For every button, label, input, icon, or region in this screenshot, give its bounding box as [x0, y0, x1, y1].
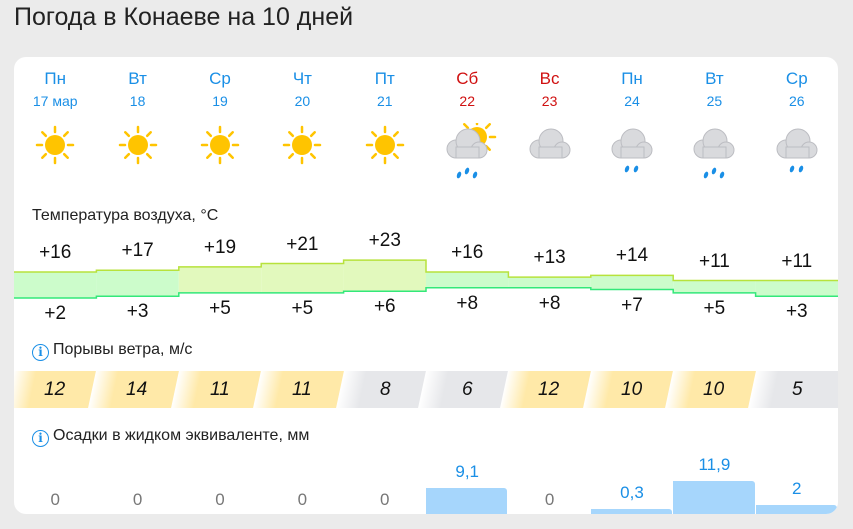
- temperature-low: +3: [785, 301, 808, 323]
- date: 18: [129, 93, 146, 109]
- precip-value: 0,3: [620, 483, 644, 503]
- day-of-week: Пт: [374, 69, 395, 88]
- sun-icon: [344, 123, 426, 193]
- temperature-high: +11: [781, 250, 813, 272]
- cloud-heavy-rain-icon: [673, 123, 755, 193]
- info-icon[interactable]: i: [32, 344, 49, 361]
- temperature-high: +23: [368, 230, 401, 252]
- temperature-high: +17: [121, 240, 154, 262]
- precip-heading: i Осадки в жидком эквиваленте, мм: [32, 427, 309, 447]
- info-icon[interactable]: i: [32, 430, 49, 447]
- precip-value: 0: [215, 490, 225, 509]
- wind-heading-label: Порывы ветра, м/с: [53, 341, 193, 358]
- date: 22: [459, 93, 475, 109]
- temperature-segment: [178, 266, 262, 293]
- precip-bar: [755, 505, 837, 514]
- temperature-segment: [590, 275, 674, 290]
- temperature-low: +5: [703, 297, 726, 319]
- day-of-week: Ср: [785, 69, 808, 88]
- day-of-week: Пн: [44, 69, 66, 88]
- day-of-week: Вт: [128, 69, 147, 88]
- date: 21: [377, 93, 393, 109]
- day-of-week: Ср: [209, 69, 231, 88]
- temperature-low: +8: [538, 292, 561, 314]
- high-line: [14, 259, 838, 282]
- precip-bar: [426, 488, 508, 514]
- temperature-segment: [508, 277, 591, 288]
- temperature-high: +11: [698, 250, 730, 272]
- temperature-low: +6: [373, 296, 396, 318]
- temperature-segment: [261, 263, 344, 293]
- day-of-week: Сб: [456, 69, 479, 88]
- date: 19: [212, 93, 228, 109]
- day-of-week: Вс: [539, 69, 560, 88]
- temperature-segment: [96, 270, 179, 297]
- temperature-band: [14, 259, 838, 299]
- day-of-week: Пн: [621, 69, 643, 88]
- precip-heading-label: Осадки в жидком эквиваленте, мм: [53, 427, 310, 444]
- precip-value: 0: [50, 490, 60, 509]
- day-of-week: Вт: [705, 69, 724, 88]
- precip-value: 11,9: [698, 455, 731, 475]
- temperature-low: +7: [621, 294, 643, 316]
- date: 26: [789, 93, 805, 109]
- temperature-high: +16: [451, 242, 484, 263]
- sun-icon: [261, 123, 343, 193]
- temperature-segment: [426, 272, 509, 288]
- temperature-low: +5: [291, 297, 314, 319]
- precip-value: 0: [297, 490, 308, 509]
- date: 24: [624, 93, 640, 109]
- cloud-rain-icon: [756, 123, 838, 193]
- page-title: Погода в Конаеве на 10 дней: [14, 3, 354, 31]
- date: 25: [706, 93, 723, 109]
- temperature-segment: [343, 260, 426, 292]
- cloud-icon: [508, 123, 590, 193]
- sun-icon: [96, 123, 178, 193]
- date: 17 мар: [32, 93, 78, 109]
- precip-value: 0: [380, 490, 390, 509]
- cloud-rain-icon: [591, 123, 673, 193]
- precip-value: 2: [792, 479, 802, 499]
- temperature-high: +13: [533, 247, 566, 269]
- precip-value: 0: [544, 490, 555, 509]
- precip-value: 9,1: [455, 462, 480, 482]
- date: 23: [541, 93, 558, 109]
- temperature-segment: [673, 280, 756, 293]
- sun-icon: [179, 123, 261, 193]
- temperature-high: +14: [615, 245, 649, 267]
- temperature-high: +16: [39, 242, 72, 263]
- precip-bar: [590, 509, 673, 514]
- temperature-high: +21: [286, 233, 319, 255]
- temperature-segment: [755, 280, 838, 297]
- date: 20: [294, 93, 311, 109]
- precip-bar: [673, 481, 755, 514]
- temperature-heading: Температура воздуха, °C: [32, 207, 219, 224]
- temperature-low: +5: [209, 297, 231, 319]
- day-of-week: Чт: [292, 69, 312, 88]
- sun-cloud-rain-icon: [426, 117, 508, 193]
- temperature-low: +8: [456, 292, 479, 314]
- forecast-card: Температура воздуха, °C i Порывы ветра, м…: [14, 57, 838, 514]
- temperature-segment: [14, 272, 97, 298]
- temperature-low: +3: [126, 301, 149, 323]
- temperature-high: +19: [203, 236, 237, 258]
- sun-icon: [14, 123, 96, 193]
- temperature-low: +2: [44, 303, 67, 324]
- wind-heading: i Порывы ветра, м/с: [32, 341, 192, 361]
- precip-value: 0: [132, 490, 143, 509]
- low-line: [14, 287, 838, 299]
